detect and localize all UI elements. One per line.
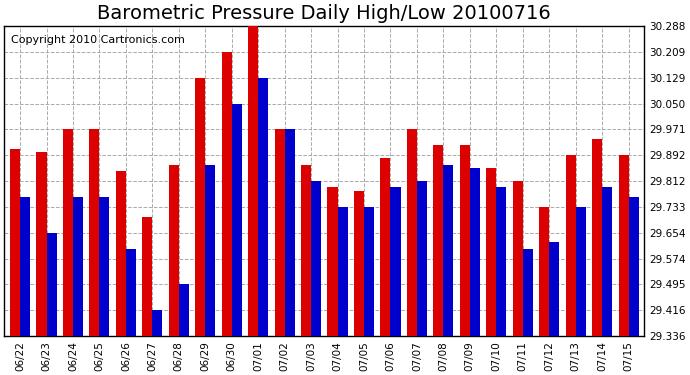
Bar [99,197,110,336]
Bar [126,249,136,336]
Bar [10,148,20,336]
Bar [142,217,152,336]
Bar [46,232,57,336]
Bar [407,129,417,336]
Bar [152,310,162,336]
Bar [248,26,258,336]
Bar [337,207,348,336]
Bar [444,165,453,336]
Bar [179,284,189,336]
Bar [169,165,179,336]
Bar [433,145,444,336]
Bar [417,181,427,336]
Bar [364,207,374,336]
Bar [285,129,295,336]
Bar [73,197,83,336]
Bar [354,190,364,336]
Bar [232,104,241,336]
Bar [566,155,575,336]
Bar [470,168,480,336]
Bar [221,52,232,336]
Bar [513,181,523,336]
Bar [205,165,215,336]
Bar [592,139,602,336]
Bar [90,129,99,336]
Bar [496,187,506,336]
Bar [460,145,470,336]
Bar [549,242,560,336]
Bar [391,187,400,336]
Bar [523,249,533,336]
Bar [37,152,46,336]
Bar [539,207,549,336]
Bar [380,158,391,336]
Bar [301,165,311,336]
Title: Barometric Pressure Daily High/Low 20100716: Barometric Pressure Daily High/Low 20100… [97,4,551,23]
Bar [63,129,73,336]
Bar [618,155,629,336]
Bar [486,168,496,336]
Bar [258,78,268,336]
Bar [116,171,126,336]
Bar [195,78,205,336]
Bar [328,187,337,336]
Bar [575,207,586,336]
Text: Copyright 2010 Cartronics.com: Copyright 2010 Cartronics.com [10,35,184,45]
Bar [275,129,285,336]
Bar [629,197,639,336]
Bar [20,197,30,336]
Bar [311,181,321,336]
Bar [602,187,612,336]
